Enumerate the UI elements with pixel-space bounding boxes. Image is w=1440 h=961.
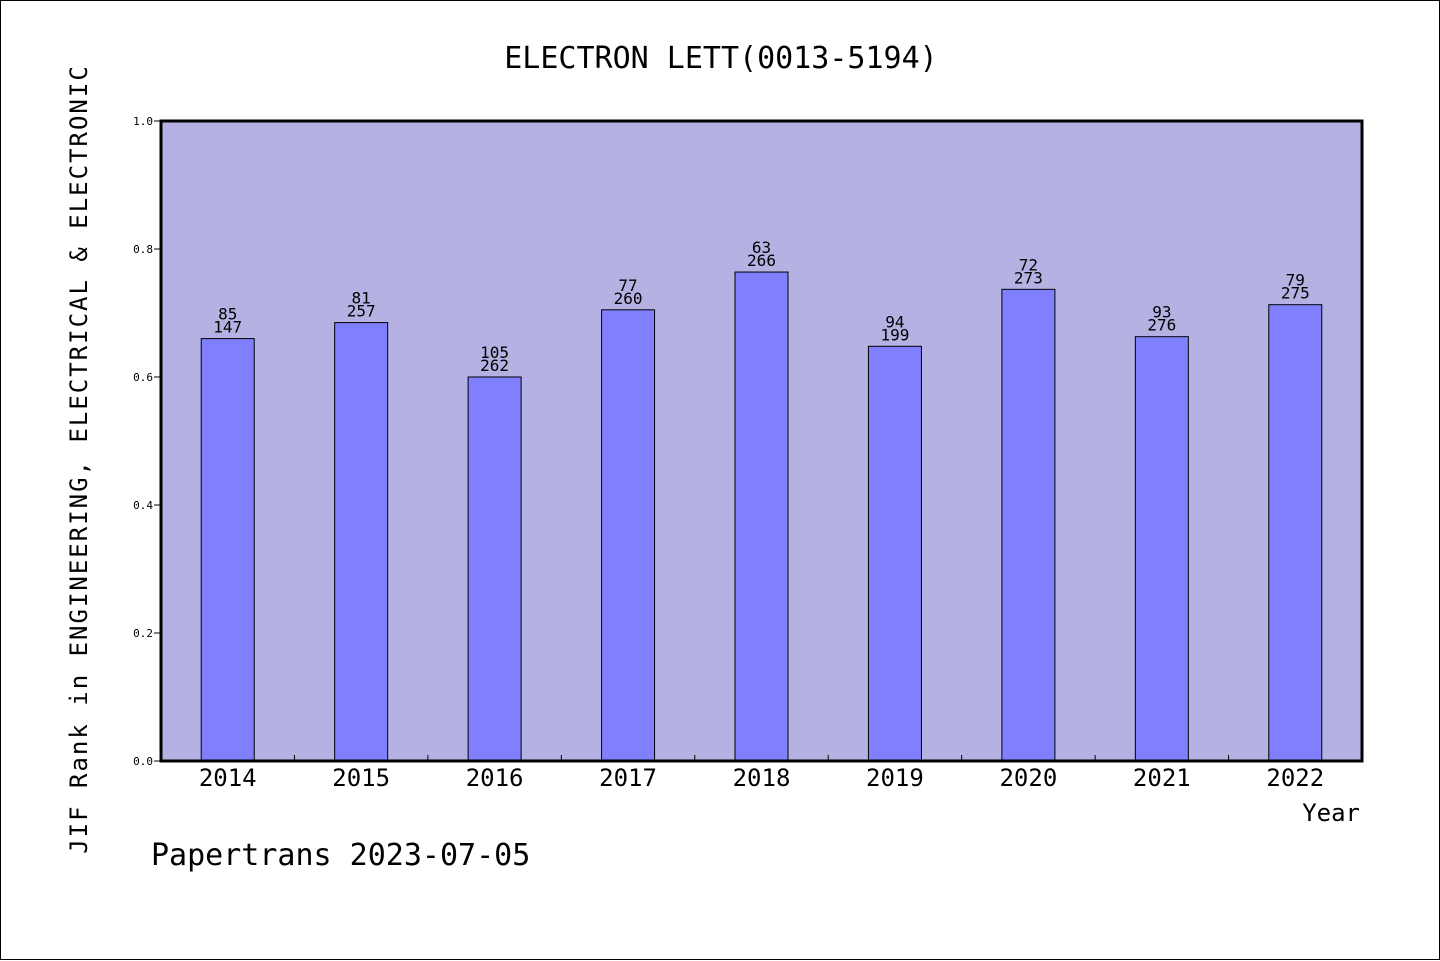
- bar-rank-label: 85: [218, 305, 237, 324]
- bar-total-label: 199: [880, 325, 909, 344]
- bar-rank-label: 81: [352, 289, 371, 308]
- x-tick-label: 2018: [733, 764, 791, 792]
- x-tick-label: 2014: [199, 764, 257, 792]
- bar-rank-label: 79: [1286, 271, 1305, 290]
- y-axis: 0.0 0.2 0.4 0.6 0.8 1.0: [133, 115, 161, 768]
- bar-2017: [601, 309, 656, 762]
- footer-credit: Papertrans 2023-07-05: [151, 838, 530, 873]
- bar-rank-label: 63: [752, 238, 771, 257]
- bar-labels-group: 8514781257105262772606326694199722739327…: [213, 238, 1309, 375]
- bar-2016: [467, 376, 522, 762]
- bar-rank-label: 77: [618, 276, 637, 295]
- bar-total-label: 275: [1281, 284, 1310, 303]
- bar-total-label: 147: [213, 318, 242, 337]
- y-tick-label: 0.2: [133, 627, 153, 640]
- bar-2018: [734, 271, 789, 762]
- bar-rank-label: 72: [1019, 255, 1038, 274]
- bar-rank-label: 105: [480, 343, 509, 362]
- x-tick-label: 2016: [466, 764, 524, 792]
- bar-2015: [334, 322, 389, 762]
- bar-total-label: 276: [1147, 316, 1176, 335]
- x-tick-label: 2022: [1266, 764, 1324, 792]
- x-tick-label: 2015: [332, 764, 390, 792]
- y-tick-label: 1.0: [133, 115, 153, 128]
- bar-total-label: 266: [747, 251, 776, 270]
- x-tick-label: 2021: [1133, 764, 1191, 792]
- plot-frame: [159, 119, 1364, 763]
- bars-group: [200, 271, 1323, 762]
- bar-rank-label: 93: [1152, 303, 1171, 322]
- bar-2022: [1268, 304, 1323, 762]
- bar-2014: [200, 338, 255, 762]
- bar-total-label: 273: [1014, 268, 1043, 287]
- bar-total-label: 262: [480, 356, 509, 375]
- bar-2019: [867, 345, 922, 762]
- x-axis-label: Year: [1302, 799, 1360, 827]
- y-tick-label: 0.6: [133, 371, 153, 384]
- bar-total-label: 260: [614, 289, 643, 308]
- x-tick-label: 2017: [599, 764, 657, 792]
- x-tick-label: 2019: [866, 764, 924, 792]
- y-tick-label: 0.0: [133, 755, 153, 768]
- bar-rank-label: 94: [885, 312, 904, 331]
- bar-total-label: 257: [347, 302, 376, 321]
- bar-2021: [1134, 336, 1189, 762]
- x-axis: 2014 2015 2016 2017 2018 2019 2020 2021 2022: [199, 755, 1324, 792]
- bar-2020: [1001, 288, 1056, 762]
- y-tick-label: 0.4: [133, 499, 153, 512]
- y-tick-label: 0.8: [133, 243, 153, 256]
- y-axis-label: JIF Rank in ENGINEERING, ELECTRICAL & EL…: [65, 64, 93, 854]
- x-tick-label: 2020: [999, 764, 1057, 792]
- chart-title: ELECTRON LETT(0013-5194): [504, 41, 937, 76]
